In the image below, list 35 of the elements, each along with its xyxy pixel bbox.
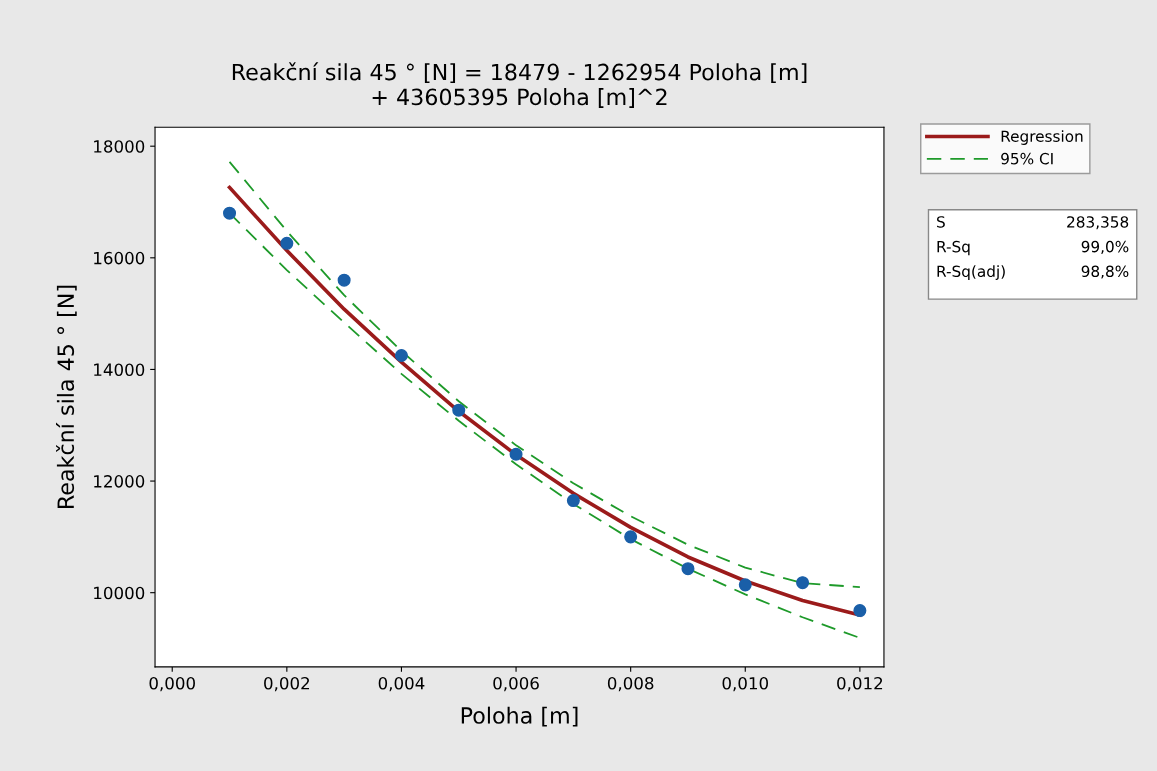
point <box>394 348 408 362</box>
legend-label: 95% CI <box>1001 152 1053 165</box>
point <box>337 273 351 287</box>
x-axis-title: Poloha [m] <box>461 706 578 727</box>
y-tick-label: 18000 <box>94 140 145 153</box>
x-tick-label: 0,004 <box>378 676 425 692</box>
point <box>280 236 294 250</box>
y-tick-label: 16000 <box>94 251 145 265</box>
x-tick-label: 0,006 <box>493 676 539 692</box>
text: 283,358 <box>1067 216 1129 230</box>
text: S <box>937 216 945 228</box>
point <box>509 447 523 461</box>
point <box>566 494 580 508</box>
chart-title: Reakční sila 45 ° [N] = 18479 - 1262954 Poloha [m] + 43605395 Poloha [m]^2 <box>232 62 807 108</box>
point <box>452 403 466 417</box>
text: R-Sq <box>937 240 970 256</box>
legend-label: Regression <box>1001 130 1083 145</box>
y-tick-label: 14000 <box>94 363 145 377</box>
y-axis-title: Reakční sila 45 ° [N] <box>56 285 77 508</box>
x-tick-label: 0,010 <box>722 676 769 692</box>
x-tick-label: 0,008 <box>607 676 654 692</box>
text: 98,8% <box>1081 265 1129 279</box>
point <box>624 530 638 544</box>
point <box>681 562 695 576</box>
text: 99,0% <box>1081 240 1129 254</box>
x-tick-label: 0,000 <box>149 676 195 692</box>
point <box>223 206 237 220</box>
y-tick-label: 12000 <box>94 475 145 488</box>
point <box>796 576 810 590</box>
text: R-Sq(adj) <box>937 265 1005 281</box>
y-tick-label: 10000 <box>94 586 145 600</box>
x-tick-label: 0,012 <box>837 676 883 692</box>
point <box>853 604 867 618</box>
x-tick-label: 0,002 <box>264 676 310 692</box>
point <box>738 578 752 592</box>
